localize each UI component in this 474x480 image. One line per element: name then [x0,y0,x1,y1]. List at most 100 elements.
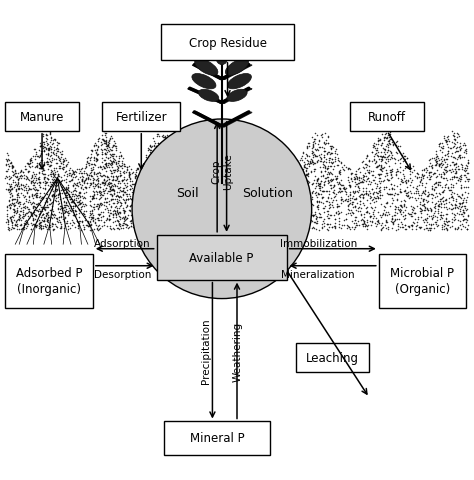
Point [444,144,452,152]
Point [252,212,260,219]
Point [381,137,388,144]
Point [456,173,464,180]
Point [409,206,417,214]
Point [41,222,48,230]
Point [110,159,118,167]
Point [242,193,249,201]
Point [154,187,161,194]
Point [209,212,216,220]
Point [417,195,425,203]
Point [465,184,472,192]
Point [334,162,341,169]
Point [154,184,162,192]
Point [131,173,139,181]
Point [78,217,86,225]
Point [212,211,220,218]
Point [325,170,332,178]
Point [202,211,210,218]
Point [201,180,209,187]
Point [450,132,458,140]
Point [43,155,51,162]
Point [247,174,255,181]
Point [411,173,419,180]
Point [87,169,94,177]
Point [320,154,328,162]
Point [158,181,166,189]
Point [75,179,82,187]
Point [43,175,50,183]
Point [13,219,20,227]
Point [145,168,153,175]
Point [73,193,81,201]
Point [240,204,248,212]
Point [336,181,344,189]
Point [202,156,210,164]
Point [215,176,222,184]
Point [461,216,469,224]
Point [143,168,151,175]
Point [335,189,342,196]
Point [189,192,196,199]
Point [187,197,194,204]
Point [308,180,316,188]
Point [327,168,334,176]
Point [313,197,320,205]
Point [236,186,244,193]
Point [436,182,444,190]
Point [18,181,25,189]
Point [249,205,257,213]
Point [125,224,133,232]
Point [40,148,48,156]
Point [136,215,144,223]
Point [30,207,38,215]
Point [167,154,175,161]
Point [35,211,43,218]
Point [12,169,19,177]
Point [50,212,57,220]
Point [158,178,166,185]
Point [444,184,451,192]
Point [29,216,37,224]
Point [10,209,18,217]
Point [440,218,447,226]
Point [100,140,108,147]
Point [118,161,126,169]
Point [438,171,445,179]
Point [44,211,52,219]
Point [18,226,25,233]
Point [44,179,51,186]
Point [449,132,456,139]
Point [168,182,176,190]
Point [254,216,261,224]
Point [11,208,19,216]
Point [160,205,168,213]
Point [84,174,92,181]
Point [68,193,76,201]
Point [94,138,101,146]
Point [456,154,464,162]
Point [240,170,248,178]
Point [148,163,156,170]
Point [72,181,80,189]
Point [344,198,351,205]
Point [347,206,355,214]
Point [27,209,35,216]
Point [451,201,459,209]
Point [95,177,102,184]
Point [443,156,450,163]
Point [129,181,137,189]
Point [135,174,143,181]
Point [77,200,84,207]
Point [210,174,218,182]
Point [356,187,363,195]
Point [36,153,44,161]
Point [311,208,319,216]
Point [27,199,34,206]
Point [33,186,41,194]
Point [357,175,365,183]
Point [383,170,391,178]
Point [120,197,128,204]
Point [354,208,362,216]
Point [413,225,420,233]
Point [144,207,152,215]
